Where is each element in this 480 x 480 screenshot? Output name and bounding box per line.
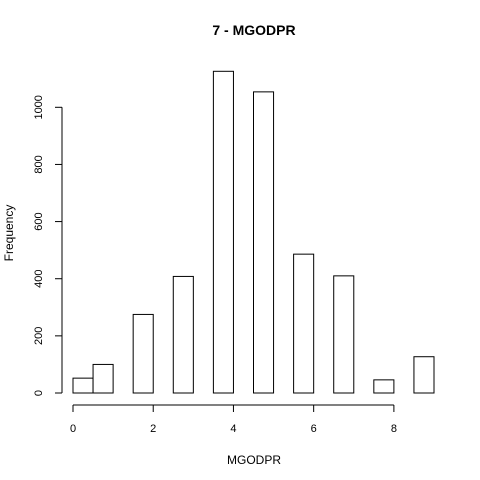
y-tick-label: 0 xyxy=(33,390,45,396)
y-axis: 0 200 400 600 800 1000 xyxy=(33,95,63,396)
x-tick-label: 4 xyxy=(230,423,236,435)
y-tick-label: 1000 xyxy=(33,95,45,119)
y-axis-label: Frequency xyxy=(2,205,16,262)
histogram-bar-1 xyxy=(92,363,114,394)
chart-title: 7 - MGODPR xyxy=(212,22,295,38)
x-axis: 0 2 4 6 8 xyxy=(70,404,397,435)
histogram-bar-3 xyxy=(132,313,154,394)
y-tick-label: 800 xyxy=(33,155,45,173)
x-tick-label: 8 xyxy=(391,423,397,435)
histogram-bar-0 xyxy=(72,377,94,394)
histogram-bar-11 xyxy=(293,253,315,394)
y-tick-label: 600 xyxy=(33,212,45,230)
histogram-bar-5 xyxy=(172,275,194,394)
x-tick-label: 0 xyxy=(70,423,76,435)
y-tick-label: 400 xyxy=(33,270,45,288)
x-tick-label: 6 xyxy=(311,423,317,435)
x-axis-label: MGODPR xyxy=(227,453,281,467)
histogram-bar-13 xyxy=(333,275,355,394)
histogram-bar-7 xyxy=(212,70,234,394)
x-tick-label: 2 xyxy=(150,423,156,435)
histogram-bar-17 xyxy=(413,356,435,394)
histogram-bar-15 xyxy=(373,379,395,394)
histogram-bars xyxy=(72,70,435,394)
histogram-bar-9 xyxy=(253,91,275,394)
y-tick-label: 200 xyxy=(33,327,45,345)
